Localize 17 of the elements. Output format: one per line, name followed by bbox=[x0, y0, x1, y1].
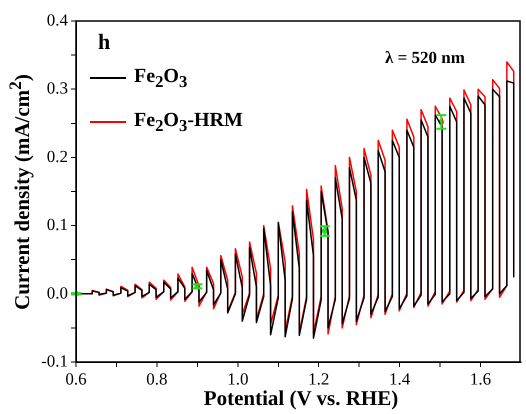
x-axis-title: Potential (V vs. RHE) bbox=[204, 386, 398, 410]
legend-label: Fe$_{2}$O$_{3}$ bbox=[134, 64, 188, 92]
y-tick-label: 0.1 bbox=[46, 215, 68, 234]
x-tick-label: 1.4 bbox=[389, 370, 411, 389]
y-tick-label: 0.3 bbox=[46, 78, 68, 98]
legend-label: Fe$_{2}$O$_{3}$-HRM bbox=[134, 108, 243, 136]
x-tick-label: 1.0 bbox=[227, 370, 248, 389]
x-tick-label: 1.2 bbox=[308, 370, 330, 389]
x-tick-label: 0.6 bbox=[65, 370, 87, 389]
x-tick-label: 1.6 bbox=[470, 370, 492, 389]
y-tick-label: 0.0 bbox=[46, 283, 68, 302]
annotation: h bbox=[98, 29, 110, 55]
y-tick-label: 0.4 bbox=[46, 10, 68, 30]
y-tick-label: -0.1 bbox=[41, 351, 68, 370]
x-tick-label: 0.8 bbox=[146, 370, 168, 389]
y-tick-label: 0.2 bbox=[46, 146, 68, 166]
annotation: λ = 520 nm bbox=[385, 48, 465, 68]
